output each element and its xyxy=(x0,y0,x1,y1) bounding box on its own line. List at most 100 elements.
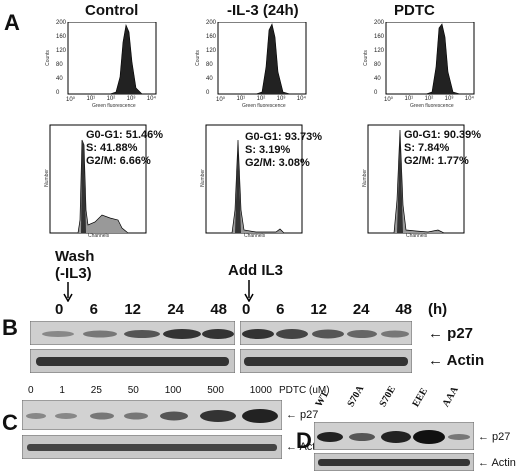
wash-sub-label: (-IL3) xyxy=(55,265,92,282)
cc-xlabel-il3: Channels xyxy=(244,233,266,239)
time-label: 12 xyxy=(310,301,327,318)
hist-xlabel-control: Green fluorescence xyxy=(92,103,136,109)
cc-xlabel-pdtc: Channels xyxy=(406,233,428,239)
tick: 0 xyxy=(206,90,210,96)
col-title-il3: -IL-3 (24h) xyxy=(227,2,299,19)
stat-g2m: G2/M: 1.77% xyxy=(404,155,469,167)
conc-row: 0 1 25 50 100 500 1000 xyxy=(28,385,272,396)
stats-control: G0-G1: 51.46% S: 41.88% G2/M: 6.66% xyxy=(86,129,163,168)
blot-b-actin-right xyxy=(240,349,412,373)
p27-label-d: ← p27 xyxy=(478,431,511,443)
stat-s: S: 7.84% xyxy=(404,142,450,154)
time-row-right: 0 6 12 24 48 xyxy=(242,301,412,318)
conc-label: 1000 xyxy=(249,385,272,396)
tick: 40 xyxy=(374,76,381,82)
hist-xlabel-il3: Green fluorescence xyxy=(242,103,286,109)
add-arrow xyxy=(244,280,254,302)
cc-ylabel-il3: Number xyxy=(199,169,206,187)
panel-a-letter: A xyxy=(4,10,20,35)
cc-ylabel-control: Number xyxy=(43,169,50,187)
tick: 120 xyxy=(374,48,385,54)
hist-yticks-pdtc: 200 160 120 80 40 0 xyxy=(374,20,384,96)
mutant-label-s70a: S70A xyxy=(345,383,367,409)
hist-xticks-control: 10⁰ 10¹ 10² 10³ 10⁴ xyxy=(66,96,156,103)
hist-yticks-il3: 200 160 120 80 40 0 xyxy=(206,20,216,96)
cellcycle-control xyxy=(49,124,147,234)
tick: 120 xyxy=(56,48,67,54)
stat-g0g1: G0-G1: 93.73% xyxy=(245,131,323,143)
add-il3-label: Add IL3 xyxy=(228,262,283,279)
cc-xlabel-control: Channels xyxy=(88,233,110,239)
tick: 80 xyxy=(56,62,63,68)
hist-xticks-pdtc: 10⁰ 10¹ 10² 10³ 10⁴ xyxy=(384,96,474,103)
actin-label-b: ← Actin xyxy=(428,352,485,369)
tick: 40 xyxy=(56,76,63,82)
conc-label: 25 xyxy=(90,385,102,396)
tick: 200 xyxy=(374,20,385,26)
time-label: 6 xyxy=(276,301,285,318)
time-label: 24 xyxy=(352,301,370,318)
tick: 200 xyxy=(206,20,217,26)
tick: 0 xyxy=(56,90,60,96)
blot-c-actin xyxy=(22,435,282,459)
time-label: 48 xyxy=(210,301,227,318)
tick: 10⁰ xyxy=(384,97,394,103)
actin-label-d: ← Actin xyxy=(478,457,516,469)
mutant-label-s70e: S70E xyxy=(377,384,399,409)
pdtc-unit: PDTC (uM) xyxy=(279,385,330,396)
conc-label: 0 xyxy=(28,385,34,396)
histogram-control xyxy=(67,22,157,95)
wash-label: Wash xyxy=(55,248,95,265)
tick: 10² xyxy=(424,96,434,102)
tick: 10³ xyxy=(444,96,454,102)
time-row-left: 0 6 12 24 48 xyxy=(55,301,227,318)
wash-arrow xyxy=(63,282,73,302)
tick: 120 xyxy=(206,48,217,54)
tick: 160 xyxy=(206,34,217,40)
panel-d-letter: D xyxy=(296,428,312,453)
blot-c-p27 xyxy=(22,400,282,430)
tick: 10¹ xyxy=(86,96,96,102)
tick: 0 xyxy=(374,90,378,96)
hist-ylabel-il3: Counts xyxy=(194,50,201,66)
tick: 160 xyxy=(56,34,67,40)
hist-xticks-il3: 10⁰ 10¹ 10² 10³ 10⁴ xyxy=(216,96,306,103)
blot-b-p27-right xyxy=(240,321,412,345)
time-label: 6 xyxy=(89,301,98,318)
hist-ylabel-control: Counts xyxy=(44,50,51,66)
time-label: 48 xyxy=(395,301,412,318)
tick: 10⁰ xyxy=(66,97,76,103)
tick: 80 xyxy=(374,62,381,68)
tick: 40 xyxy=(206,76,213,82)
blot-b-p27-left xyxy=(30,321,235,345)
blot-d-actin xyxy=(314,453,474,471)
tick: 10⁰ xyxy=(216,97,226,103)
tick: 10² xyxy=(106,96,116,102)
conc-label: 50 xyxy=(127,385,139,396)
tick: 200 xyxy=(56,20,67,26)
conc-label: 500 xyxy=(207,385,224,396)
stat-g2m: G2/M: 6.66% xyxy=(86,155,151,167)
tick: 10¹ xyxy=(404,96,414,102)
histogram-pdtc xyxy=(385,22,475,95)
stat-g0g1: G0-G1: 51.46% xyxy=(86,129,164,141)
histogram-il3 xyxy=(217,22,307,95)
hist-xlabel-pdtc: Green fluorescence xyxy=(410,103,454,109)
time-label: 0 xyxy=(242,301,251,318)
stat-s: S: 3.19% xyxy=(245,144,291,156)
mutant-label-eee: EEE xyxy=(410,386,431,409)
tick: 10⁴ xyxy=(464,96,474,102)
time-unit: (h) xyxy=(428,301,448,318)
stats-pdtc: G0-G1: 90.39% S: 7.84% G2/M: 1.77% xyxy=(404,129,481,168)
hist-yticks-control: 200 160 120 80 40 0 xyxy=(56,20,66,96)
stats-il3: G0-G1: 93.73% S: 3.19% G2/M: 3.08% xyxy=(245,131,322,170)
mutant-label-aaa: AAA xyxy=(440,384,461,409)
col-title-pdtc: PDTC xyxy=(394,2,435,19)
hist-ylabel-pdtc: Counts xyxy=(362,50,369,66)
tick: 10² xyxy=(256,96,266,102)
time-label: 24 xyxy=(167,301,184,318)
cellcycle-il3 xyxy=(205,124,303,234)
time-label: 0 xyxy=(55,301,64,318)
tick: 10³ xyxy=(126,96,136,102)
stat-g2m: G2/M: 3.08% xyxy=(245,157,310,169)
